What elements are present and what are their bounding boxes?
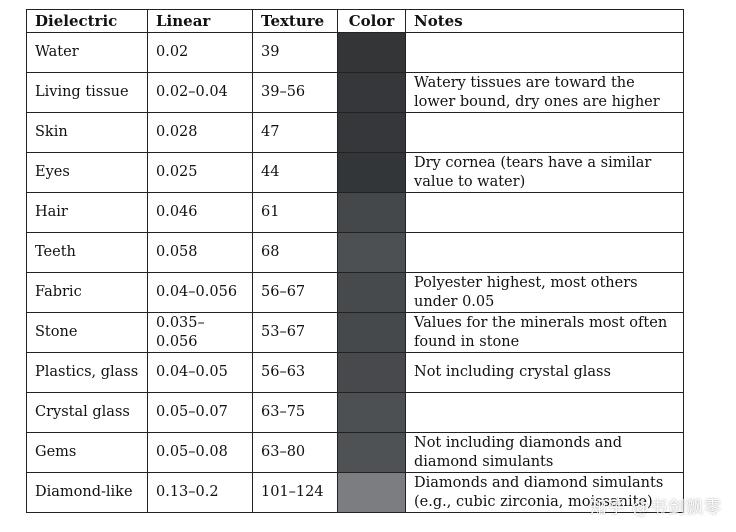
texture-value-cell: 63–80: [252, 432, 338, 473]
table-row: Stone 0.035–0.056 53–67 Values for the mine…: [26, 312, 684, 353]
color-swatch-cell: [337, 232, 406, 273]
dielectric-cell: Gems: [26, 432, 148, 473]
notes-cell: Diamonds and diamond simulants (e.g., cu…: [405, 472, 684, 513]
texture-value-cell: 56–67: [252, 272, 338, 313]
linear-value-cell: 0.13–0.2: [147, 472, 253, 513]
texture-value-cell: 68: [252, 232, 338, 273]
color-swatch-cell: [337, 192, 406, 233]
dielectric-cell: Water: [26, 32, 148, 73]
color-swatch-cell: [337, 432, 406, 473]
table-row: Eyes 0.025 44 Dry cornea (tears have a simi…: [26, 152, 684, 193]
color-swatch-cell: [337, 72, 406, 113]
table-row: Fabric 0.04–0.056 56–67 Polyester highest, …: [26, 272, 684, 313]
texture-value-cell: 63–75: [252, 392, 338, 433]
notes-cell: [405, 192, 684, 233]
table-row: Skin 0.028 47: [26, 112, 684, 153]
table-row: Plastics, glass 0.04–0.05 56–63 Not includi…: [26, 352, 684, 393]
table-row: Gems 0.05–0.08 63–80 Not including diamonds…: [26, 432, 684, 473]
dielectric-cell: Skin: [26, 112, 148, 153]
dielectric-cell: Stone: [26, 312, 148, 353]
linear-value-cell: 0.02–0.04: [147, 72, 253, 113]
color-swatch-cell: [337, 32, 406, 73]
notes-cell: [405, 112, 684, 153]
notes-cell: Dry cornea (tears have a similar value t…: [405, 152, 684, 193]
header-color: Color: [337, 9, 406, 33]
linear-value-cell: 0.046: [147, 192, 253, 233]
notes-cell: [405, 232, 684, 273]
header-dielectric: Dielectric: [26, 9, 148, 33]
notes-cell: Not including diamonds and diamond simul…: [405, 432, 684, 473]
texture-value-cell: 44: [252, 152, 338, 193]
color-swatch-cell: [337, 352, 406, 393]
linear-value-cell: 0.02: [147, 32, 253, 73]
header-linear: Linear: [147, 9, 253, 33]
color-swatch-cell: [337, 472, 406, 513]
color-swatch-cell: [337, 392, 406, 433]
texture-value-cell: 39: [252, 32, 338, 73]
color-swatch-cell: [337, 112, 406, 153]
linear-value-cell: 0.058: [147, 232, 253, 273]
table-row: Water 0.02 39: [26, 32, 684, 73]
dielectric-cell: Crystal glass: [26, 392, 148, 433]
linear-value-cell: 0.035–0.056: [147, 312, 253, 353]
header-texture: Texture: [252, 9, 338, 33]
linear-value-cell: 0.04–0.05: [147, 352, 253, 393]
texture-value-cell: 53–67: [252, 312, 338, 353]
dielectric-cell: Plastics, glass: [26, 352, 148, 393]
notes-cell: [405, 392, 684, 433]
texture-value-cell: 39–56: [252, 72, 338, 113]
dielectric-table: Dielectric Linear Texture Color Notes Wa…: [26, 9, 684, 513]
notes-cell: Watery tissues are toward the lower boun…: [405, 72, 684, 113]
table-row: Crystal glass 0.05–0.07 63–75: [26, 392, 684, 433]
dielectric-cell: Teeth: [26, 232, 148, 273]
notes-cell: [405, 32, 684, 73]
dielectric-cell: Fabric: [26, 272, 148, 313]
notes-cell: Values for the minerals most often found…: [405, 312, 684, 353]
color-swatch-cell: [337, 272, 406, 313]
notes-cell: Polyester highest, most others under 0.0…: [405, 272, 684, 313]
texture-value-cell: 61: [252, 192, 338, 233]
header-notes: Notes: [405, 9, 684, 33]
color-swatch-cell: [337, 312, 406, 353]
texture-value-cell: 56–63: [252, 352, 338, 393]
color-swatch-cell: [337, 152, 406, 193]
table-row: Living tissue 0.02–0.04 39–56 Watery tissue…: [26, 72, 684, 113]
texture-value-cell: 47: [252, 112, 338, 153]
dielectric-cell: Diamond-like: [26, 472, 148, 513]
linear-value-cell: 0.04–0.056: [147, 272, 253, 313]
table-header-row: Dielectric Linear Texture Color Notes: [26, 9, 684, 33]
dielectric-cell: Hair: [26, 192, 148, 233]
table-body: Water 0.02 39 Living tissue 0.02–0.04 39–56 Wa…: [26, 32, 684, 513]
notes-cell: Not including crystal glass: [405, 352, 684, 393]
dielectric-cell: Eyes: [26, 152, 148, 193]
linear-value-cell: 0.05–0.07: [147, 392, 253, 433]
table-row: Diamond-like 0.13–0.2 101–124 Diamonds and …: [26, 472, 684, 513]
dielectric-cell: Living tissue: [26, 72, 148, 113]
table-row: Hair 0.046 61: [26, 192, 684, 233]
table-row: Teeth 0.058 68: [26, 232, 684, 273]
linear-value-cell: 0.05–0.08: [147, 432, 253, 473]
linear-value-cell: 0.028: [147, 112, 253, 153]
linear-value-cell: 0.025: [147, 152, 253, 193]
texture-value-cell: 101–124: [252, 472, 338, 513]
